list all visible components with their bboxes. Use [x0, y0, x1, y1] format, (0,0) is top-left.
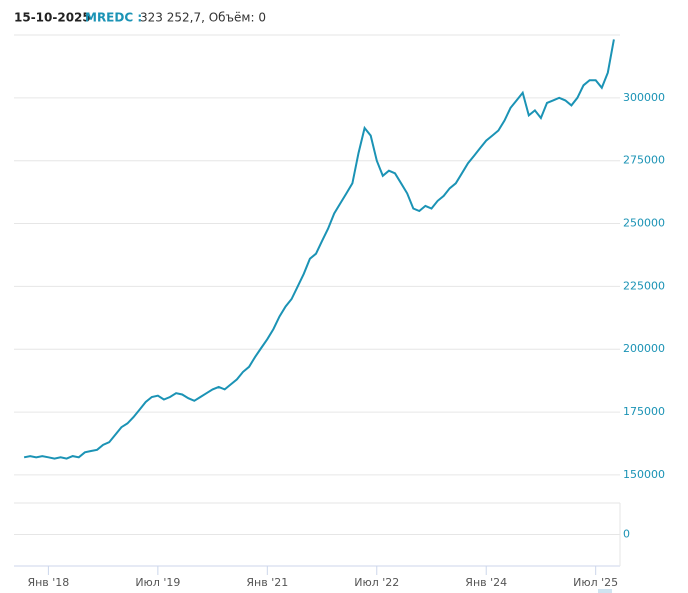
y-tick-label: 275000: [623, 154, 665, 167]
x-tick-label: Июл '25: [573, 576, 618, 589]
x-tick-label: Янв '24: [465, 576, 507, 589]
date: 15-10-2025: [14, 11, 91, 25]
y-tick-label: 225000: [623, 279, 665, 292]
x-tick-label: Июл '19: [135, 576, 180, 589]
y-tick-label: 150000: [623, 468, 665, 481]
y-tick-label: 300000: [623, 91, 665, 104]
y-tick-label: 200000: [623, 342, 665, 355]
y-tick-label: 250000: [623, 217, 665, 230]
y-tick-label: 175000: [623, 405, 665, 418]
x-tick-label: Янв '21: [246, 576, 288, 589]
quote: 323 252,7, Объём: 0: [140, 11, 266, 25]
x-tick-label: Янв '18: [27, 576, 69, 589]
x-tick-label: Июл '22: [354, 576, 399, 589]
scroll-handle[interactable]: [598, 589, 612, 593]
y-tick-label: 0: [623, 528, 630, 541]
symbol: MREDC :: [85, 11, 142, 25]
price-line: [23, 39, 615, 460]
